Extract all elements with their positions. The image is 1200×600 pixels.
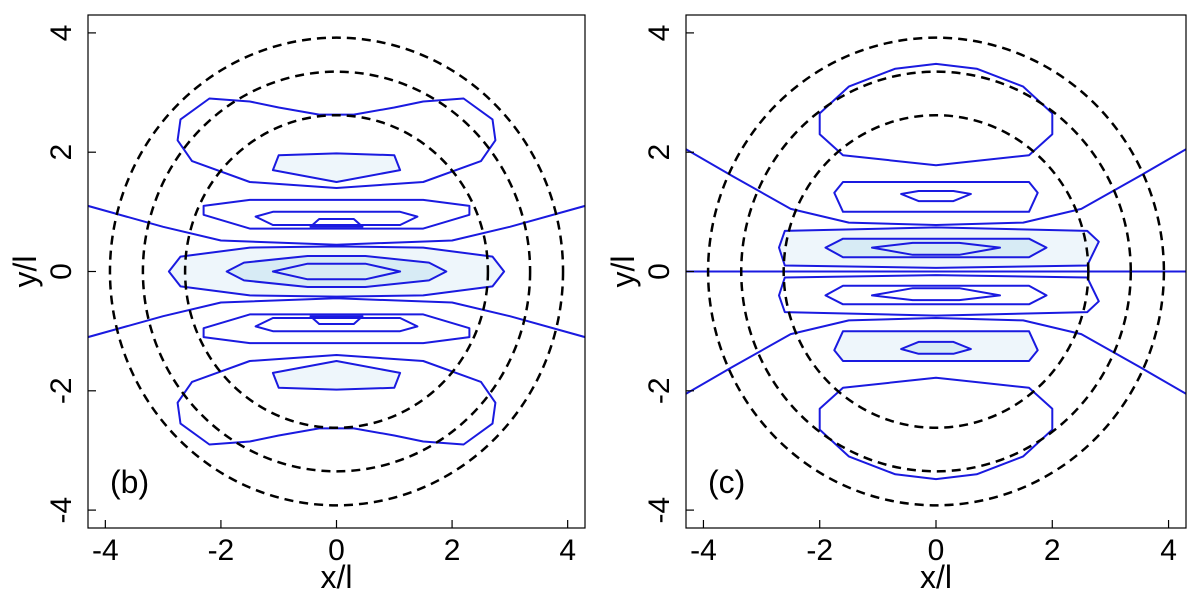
y-tick-label-c-4: 4 [643,25,676,42]
contour-line-b-12 [271,360,402,391]
contour-line-c-13 [818,62,1054,167]
dashed-circle-b-0 [183,113,490,430]
contour-line-c-7 [824,284,1048,306]
dashed-circle-b-1 [141,70,532,473]
y-tick-label-b-0: -4 [45,497,78,524]
contour-line-b-0 [88,204,585,246]
dashed-circle-c-0 [782,113,1090,430]
dashed-circles-c [706,36,1166,507]
dashed-circle-c-2 [706,36,1166,507]
contour-line-c-6 [778,274,1100,317]
x-tick-label-c-4: 4 [1160,534,1177,567]
contour-line-c-10 [900,190,972,203]
y-tick-label-c-0: -4 [643,497,676,524]
x-tick-label-b-4: 4 [559,534,576,567]
y-axis-label-c: y/l [605,256,641,288]
y-tick-label-b-3: 2 [45,144,78,161]
panel-c: -4 -2 0 2 4 -4 -2 0 2 4 x/l y/l (c) [605,14,1187,595]
contour-line-b-10 [309,315,364,325]
contour-line-b-13 [176,97,497,189]
y-tick-label-c-1: -2 [643,377,676,404]
contour-line-b-1 [88,297,585,339]
y-tick-labels-b: -4 -2 0 2 4 [45,25,78,524]
contour-line-b-6 [254,210,419,226]
x-tick-label-b-1: -2 [208,534,235,567]
y-tick-label-c-3: 2 [643,144,676,161]
y-tick-label-b-2: 0 [45,263,78,280]
dashed-circle-b-2 [108,36,565,507]
x-tick-label-b-3: 2 [444,534,461,567]
panel-b: -4 -2 0 2 4 -4 -2 0 2 4 x/l y/l (b) [7,14,586,595]
contour-line-b-5 [202,198,471,230]
contour-line-b-4 [271,262,402,281]
x-tick-label-c-1: -2 [806,534,833,567]
contour-line-c-9 [833,181,1039,213]
contour-line-b-11 [271,152,402,183]
dashed-circles-b [108,36,565,507]
contour-lines-b [88,97,585,446]
y-tick-label-b-4: 4 [45,25,78,42]
x-tick-labels-c: -4 -2 0 2 4 [690,534,1177,567]
y-tick-labels-c: -4 -2 0 2 4 [643,25,676,524]
x-tick-label-c-3: 2 [1044,534,1061,567]
y-tick-label-b-1: -2 [45,377,78,404]
x-tick-label-b-0: -4 [92,534,119,567]
contour-line-c-12 [900,340,972,355]
contour-lines-c [686,62,1186,481]
y-tick-label-c-2: 0 [643,263,676,280]
x-axis-label-b: x/l [321,559,353,595]
x-tick-label-c-2: 0 [928,534,945,567]
contour-line-b-7 [309,218,364,228]
ticks-c [686,32,1170,528]
x-tick-label-b-2: 0 [328,534,345,567]
dashed-circle-c-1 [739,70,1133,473]
contour-line-b-8 [202,313,471,345]
x-tick-labels-b: -4 -2 0 2 4 [92,534,576,567]
contour-line-c-14 [818,376,1054,481]
contour-line-c-2 [686,317,1186,395]
contour-line-b-14 [176,354,497,446]
contour-line-b-9 [254,317,419,333]
x-axis-label-c: x/l [920,559,952,595]
x-tick-label-c-0: -4 [690,534,717,567]
y-axis-label-b: y/l [7,256,43,288]
contour-line-c-8 [871,287,1001,302]
contour-line-c-5 [871,241,1001,256]
panel-label-b: (b) [110,464,149,500]
panel-label-c: (c) [708,464,745,500]
ticks-b [88,32,569,528]
contour-line-c-1 [686,148,1186,226]
